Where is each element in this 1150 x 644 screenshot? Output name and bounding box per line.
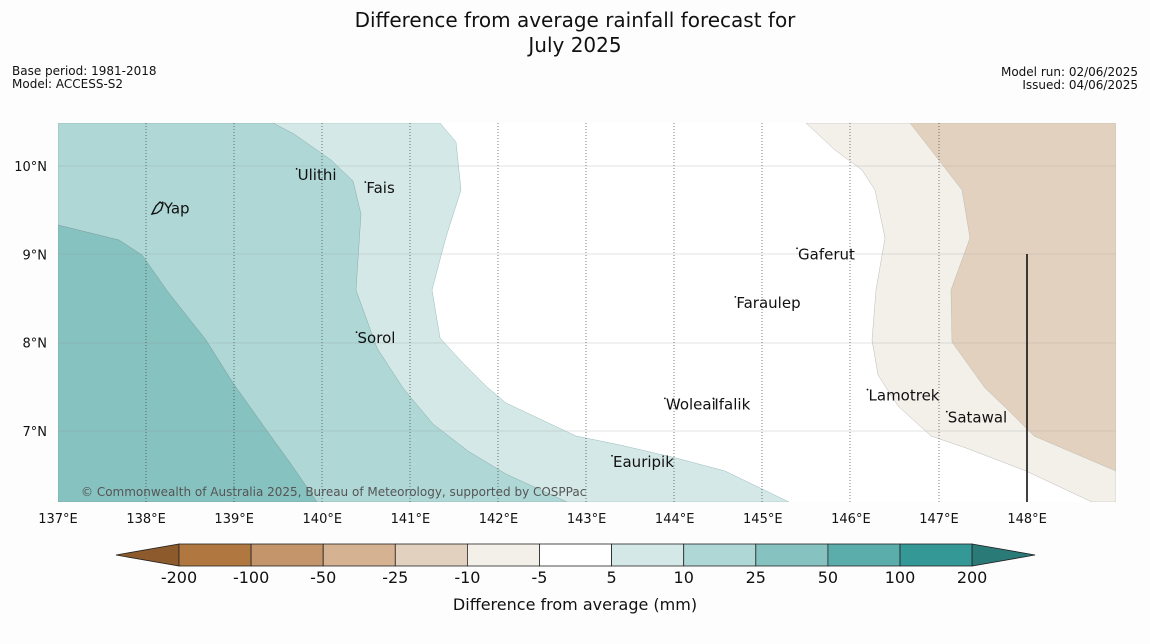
- place-label: Satawal: [948, 409, 1007, 427]
- island-marker: [355, 331, 358, 334]
- place-label: Yap: [163, 199, 190, 217]
- base-period: Base period: 1981-2018: [12, 64, 157, 78]
- colorbar-bin: [178, 543, 252, 567]
- issued-date: Issued: 04/06/2025: [1022, 78, 1138, 92]
- colorbar-tick-label: 100: [885, 568, 916, 587]
- place-label: Eauripik: [613, 453, 674, 471]
- lon-tick-label: 138°E: [126, 512, 166, 527]
- colorbar-tick-label: -50: [310, 568, 336, 587]
- latitude-labels: 10°N 9°N 8°N 7°N: [14, 160, 47, 440]
- copyright-text: © Commonwealth of Australia 2025, Bureau…: [81, 485, 586, 499]
- colorbar-tick-label: -100: [233, 568, 269, 587]
- colorbar-bin: [394, 543, 468, 567]
- run-info: Model run: 02/06/2025 Issued: 04/06/2025: [1001, 66, 1138, 92]
- place-label: Lamotrek: [869, 387, 940, 405]
- lon-tick-label: 143°E: [567, 512, 607, 527]
- lon-tick-label: 139°E: [214, 512, 254, 527]
- place-label: Gaferut: [798, 245, 855, 263]
- colorbar-title: Difference from average (mm): [453, 595, 697, 614]
- colorbar-tick-label: 50: [818, 568, 838, 587]
- place-label: Ifalik: [714, 395, 750, 413]
- title-line-2: July 2025: [528, 33, 622, 57]
- lon-tick-label: 146°E: [831, 512, 871, 527]
- island-marker: [364, 181, 367, 183]
- lat-tick-label: 7°N: [23, 425, 48, 440]
- island-marker: [161, 201, 164, 204]
- place-label: Woleai: [666, 395, 716, 413]
- lat-tick-label: 8°N: [23, 337, 48, 352]
- title-line-1: Difference from average rainfall forecas…: [354, 8, 796, 32]
- colorbar-bin: [322, 543, 396, 567]
- lon-tick-label: 145°E: [743, 512, 783, 527]
- place-label: Fais: [366, 179, 395, 197]
- lon-gridlines: [145, 123, 940, 502]
- colorbar-bin: [683, 543, 757, 567]
- yap-island-outline: [150, 201, 164, 215]
- island-marker: [611, 454, 613, 457]
- base-info: Base period: 1981-2018 Model: ACCESS-S2: [12, 65, 157, 91]
- colorbar-tick-label: -5: [532, 568, 548, 587]
- lon-tick-label: 142°E: [479, 512, 519, 527]
- model-name: Model: ACCESS-S2: [12, 77, 124, 91]
- lon-tick-label: 140°E: [303, 512, 343, 527]
- lon-tick-label: 141°E: [391, 512, 431, 527]
- colorbar-bin: [466, 543, 540, 567]
- island-marker: [712, 397, 715, 400]
- island-marker: [734, 295, 737, 298]
- lon-tick-label: 147°E: [919, 512, 959, 527]
- island-marker: [295, 167, 298, 170]
- island-marker: [663, 397, 666, 400]
- contour-neg10-neg25: [909, 123, 1116, 472]
- colorbar-bin: [539, 543, 612, 567]
- place-labels: Yap Ulithi Fais Gaferut Faraulep Sorol WoleaiI…: [161, 166, 1007, 471]
- colorbar-bin: [899, 543, 973, 567]
- colorbar-tick-label: 25: [746, 568, 766, 587]
- place-label: Sorol: [358, 329, 396, 347]
- island-marker: [866, 388, 869, 391]
- colorbar-extend-low: [115, 543, 180, 567]
- lat-tick-label: 9°N: [23, 248, 48, 263]
- colorbar-tick-label: 200: [957, 568, 988, 587]
- island-marker: [796, 247, 798, 250]
- model-run: Model run: 02/06/2025: [1000, 65, 1138, 79]
- colorbar-bin: [250, 543, 324, 567]
- colorbar-tick-label: -200: [161, 568, 197, 587]
- lon-tick-label: 148°E: [1007, 512, 1047, 527]
- lat-tick-label: 10°N: [14, 160, 47, 175]
- map-title: Difference from average rainfall forecas…: [0, 8, 1150, 58]
- place-label: Faraulep: [736, 294, 800, 312]
- colorbar-bin: [827, 543, 901, 567]
- island-marker: [945, 410, 948, 413]
- lon-tick-label: 137°E: [38, 512, 78, 527]
- colorbar-extend-high: [971, 543, 1036, 567]
- colorbar-tick-label: -25: [382, 568, 408, 587]
- colorbar-bin: [611, 543, 685, 567]
- colorbar-bin: [755, 543, 829, 567]
- colorbar: -200 -100 -50 -25 -10 -5 5 10 25 50 100 200: [115, 543, 1036, 587]
- colorbar-tick-label: 5: [607, 568, 617, 587]
- colorbar-tick-label: 10: [674, 568, 694, 587]
- colorbar-tick-label: -10: [454, 568, 480, 587]
- longitude-labels: 137°E 138°E 139°E 140°E 141°E 142°E 143°E 144°E…: [38, 512, 1047, 527]
- lon-tick-label: 144°E: [655, 512, 695, 527]
- place-label: Ulithi: [298, 166, 337, 184]
- contour-25-50: [58, 224, 318, 502]
